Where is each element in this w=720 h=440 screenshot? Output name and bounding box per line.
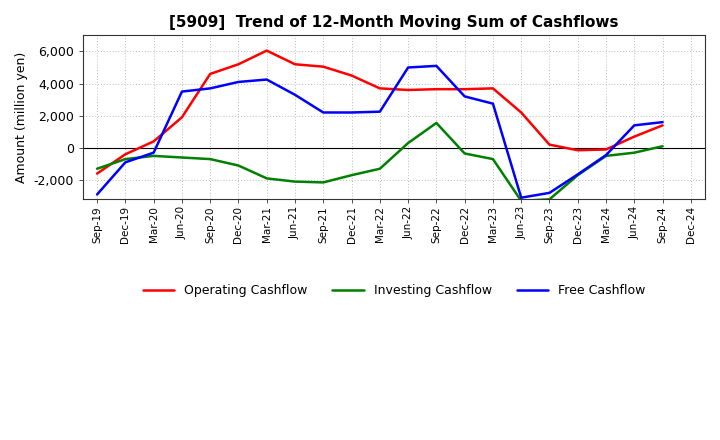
Free Cashflow [602, 152, 611, 158]
Line: Investing Cashflow: Investing Cashflow [97, 123, 662, 201]
Free Cashflow [658, 120, 667, 125]
Legend: Operating Cashflow, Investing Cashflow, Free Cashflow: Operating Cashflow, Investing Cashflow, … [138, 279, 650, 302]
Investing Cashflow [234, 163, 243, 168]
Operating Cashflow [178, 115, 186, 120]
Operating Cashflow [319, 64, 328, 70]
Y-axis label: Amount (million yen): Amount (million yen) [15, 51, 28, 183]
Investing Cashflow [291, 179, 300, 184]
Free Cashflow [319, 110, 328, 115]
Operating Cashflow [206, 71, 215, 77]
Free Cashflow [121, 160, 130, 165]
Investing Cashflow [404, 140, 413, 146]
Operating Cashflow [347, 73, 356, 78]
Operating Cashflow [404, 88, 413, 93]
Investing Cashflow [602, 153, 611, 158]
Investing Cashflow [319, 180, 328, 185]
Operating Cashflow [545, 142, 554, 147]
Operating Cashflow [432, 87, 441, 92]
Free Cashflow [545, 190, 554, 195]
Investing Cashflow [262, 176, 271, 181]
Free Cashflow [630, 123, 639, 128]
Investing Cashflow [376, 166, 384, 172]
Free Cashflow [178, 89, 186, 94]
Operating Cashflow [573, 148, 582, 153]
Free Cashflow [234, 79, 243, 84]
Investing Cashflow [573, 172, 582, 178]
Free Cashflow [404, 65, 413, 70]
Free Cashflow [347, 110, 356, 115]
Investing Cashflow [347, 172, 356, 178]
Investing Cashflow [178, 155, 186, 160]
Free Cashflow [573, 172, 582, 177]
Investing Cashflow [121, 157, 130, 162]
Operating Cashflow [602, 147, 611, 152]
Operating Cashflow [658, 123, 667, 128]
Investing Cashflow [432, 120, 441, 125]
Operating Cashflow [93, 171, 102, 176]
Investing Cashflow [149, 153, 158, 158]
Operating Cashflow [262, 48, 271, 53]
Line: Operating Cashflow: Operating Cashflow [97, 51, 662, 173]
Investing Cashflow [206, 157, 215, 162]
Investing Cashflow [630, 150, 639, 155]
Free Cashflow [376, 109, 384, 114]
Operating Cashflow [517, 110, 526, 115]
Free Cashflow [149, 150, 158, 155]
Investing Cashflow [658, 143, 667, 149]
Free Cashflow [291, 92, 300, 97]
Operating Cashflow [376, 86, 384, 91]
Investing Cashflow [460, 151, 469, 156]
Operating Cashflow [121, 152, 130, 157]
Title: [5909]  Trend of 12-Month Moving Sum of Cashflows: [5909] Trend of 12-Month Moving Sum of C… [169, 15, 618, 30]
Operating Cashflow [149, 139, 158, 144]
Operating Cashflow [630, 134, 639, 139]
Free Cashflow [460, 94, 469, 99]
Operating Cashflow [489, 86, 498, 91]
Free Cashflow [517, 195, 526, 200]
Operating Cashflow [460, 87, 469, 92]
Operating Cashflow [234, 62, 243, 67]
Line: Free Cashflow: Free Cashflow [97, 66, 662, 198]
Investing Cashflow [489, 157, 498, 162]
Operating Cashflow [291, 62, 300, 67]
Free Cashflow [93, 192, 102, 197]
Investing Cashflow [93, 166, 102, 172]
Free Cashflow [262, 77, 271, 82]
Free Cashflow [432, 63, 441, 69]
Investing Cashflow [545, 197, 554, 202]
Free Cashflow [206, 86, 215, 91]
Free Cashflow [489, 101, 498, 106]
Investing Cashflow [517, 198, 526, 204]
